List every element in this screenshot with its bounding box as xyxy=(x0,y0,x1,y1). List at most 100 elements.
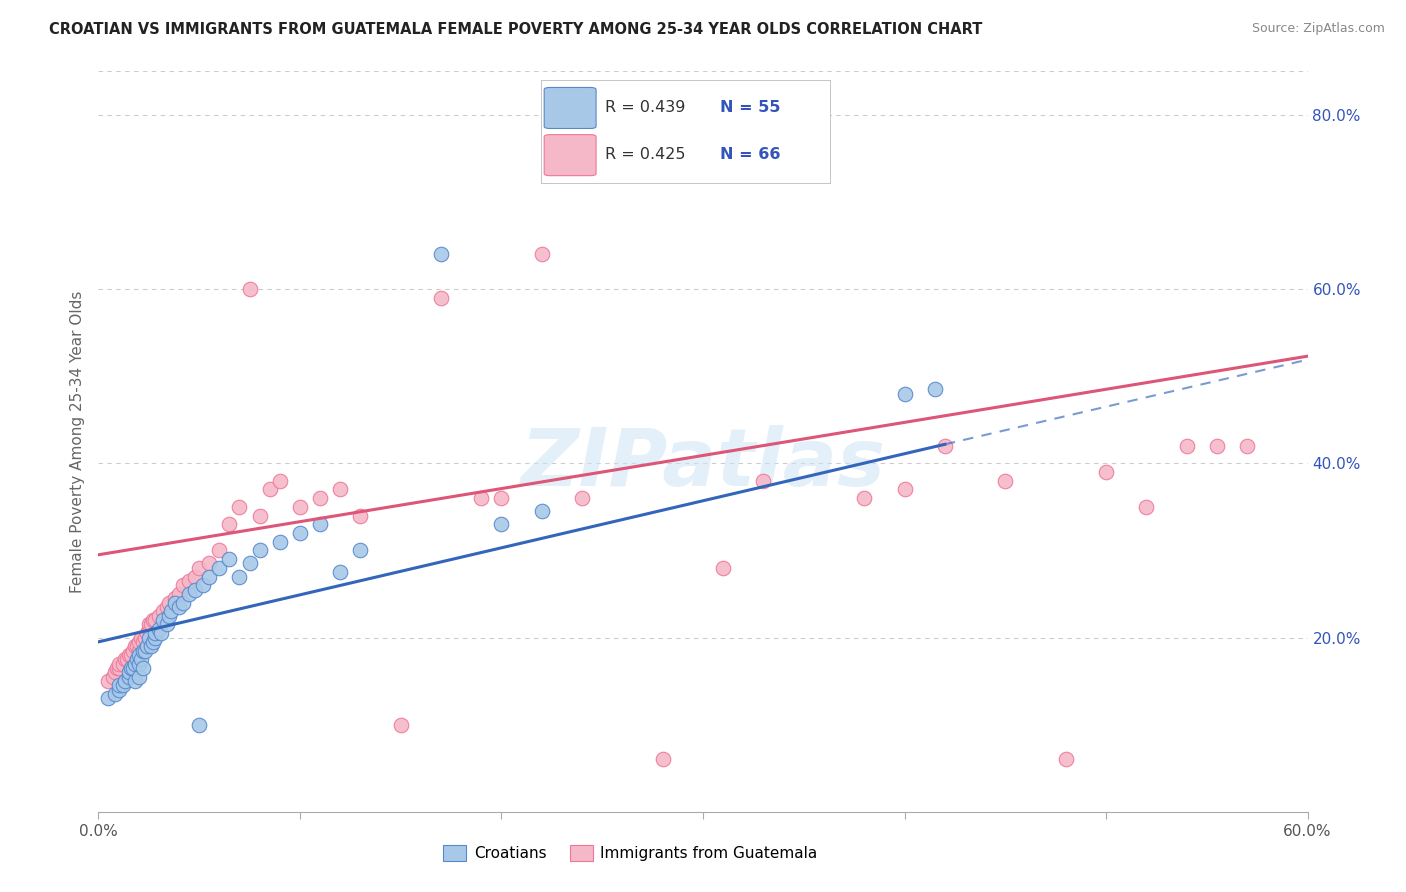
Point xyxy=(349,543,371,558)
Text: ZIPatlas: ZIPatlas xyxy=(520,425,886,503)
Point xyxy=(172,578,194,592)
Point xyxy=(125,639,148,653)
Point xyxy=(1236,439,1258,453)
Point xyxy=(228,500,250,514)
Point xyxy=(389,717,412,731)
Point xyxy=(129,652,152,666)
Point xyxy=(124,639,146,653)
Point xyxy=(124,674,146,689)
Point xyxy=(114,652,136,666)
Point xyxy=(111,678,134,692)
Point xyxy=(1175,439,1198,453)
Point xyxy=(163,596,186,610)
Point xyxy=(143,631,166,645)
Point xyxy=(430,291,453,305)
Point xyxy=(934,439,956,453)
Point xyxy=(148,608,170,623)
Point xyxy=(208,561,231,575)
Point xyxy=(157,596,180,610)
Point xyxy=(135,626,157,640)
Point xyxy=(218,552,240,566)
Point xyxy=(349,508,371,523)
Point xyxy=(134,643,156,657)
Point xyxy=(101,670,124,684)
Point xyxy=(118,648,141,662)
Point xyxy=(118,665,141,680)
FancyBboxPatch shape xyxy=(544,135,596,176)
Point xyxy=(430,247,453,261)
Point xyxy=(184,582,207,597)
Point xyxy=(530,504,553,518)
Point xyxy=(107,682,129,697)
Point xyxy=(571,491,593,505)
Point xyxy=(853,491,876,505)
Point xyxy=(134,631,156,645)
Point xyxy=(105,661,128,675)
FancyBboxPatch shape xyxy=(544,87,596,128)
Point xyxy=(198,557,221,571)
Text: Source: ZipAtlas.com: Source: ZipAtlas.com xyxy=(1251,22,1385,36)
Point xyxy=(120,661,142,675)
Point xyxy=(184,569,207,583)
Point xyxy=(142,635,165,649)
Point xyxy=(129,631,152,645)
Point xyxy=(893,386,915,401)
Point xyxy=(1054,752,1077,766)
Point xyxy=(128,635,150,649)
Point xyxy=(249,508,271,523)
Point xyxy=(1135,500,1157,514)
Text: R = 0.425: R = 0.425 xyxy=(605,147,685,162)
Point xyxy=(143,626,166,640)
Point xyxy=(179,587,201,601)
Point xyxy=(142,613,165,627)
Point xyxy=(156,600,179,615)
Point xyxy=(1206,439,1229,453)
Point xyxy=(149,626,172,640)
Point xyxy=(491,491,513,505)
Point xyxy=(114,674,136,689)
Point xyxy=(309,491,332,505)
Point xyxy=(269,534,291,549)
Point xyxy=(218,517,240,532)
Point xyxy=(249,543,271,558)
Point xyxy=(128,643,150,657)
Point xyxy=(893,483,915,497)
Point xyxy=(329,565,352,579)
Point xyxy=(188,561,211,575)
Point xyxy=(924,382,946,396)
Point xyxy=(711,561,734,575)
Point xyxy=(124,657,146,671)
Point xyxy=(115,652,138,666)
Point xyxy=(651,752,673,766)
Point xyxy=(111,657,134,671)
Point xyxy=(118,670,141,684)
Point xyxy=(143,613,166,627)
Point xyxy=(193,578,215,592)
Point xyxy=(329,483,352,497)
Text: N = 55: N = 55 xyxy=(720,100,780,115)
Point xyxy=(470,491,492,505)
Point xyxy=(97,674,120,689)
Point xyxy=(139,639,162,653)
Point xyxy=(107,657,129,671)
Point xyxy=(139,617,162,632)
Point xyxy=(152,613,174,627)
Point xyxy=(121,643,143,657)
Point xyxy=(198,569,221,583)
Point xyxy=(239,557,262,571)
Point xyxy=(160,604,183,618)
Point xyxy=(107,661,129,675)
Point xyxy=(132,661,155,675)
Point xyxy=(309,517,332,532)
Point xyxy=(97,691,120,706)
Point xyxy=(125,652,148,666)
Point xyxy=(138,631,160,645)
Text: R = 0.439: R = 0.439 xyxy=(605,100,685,115)
Point xyxy=(120,648,142,662)
Point xyxy=(163,591,186,606)
Point xyxy=(156,617,179,632)
Point xyxy=(103,687,125,701)
Point xyxy=(148,622,170,636)
Point xyxy=(138,617,160,632)
Point xyxy=(132,635,155,649)
